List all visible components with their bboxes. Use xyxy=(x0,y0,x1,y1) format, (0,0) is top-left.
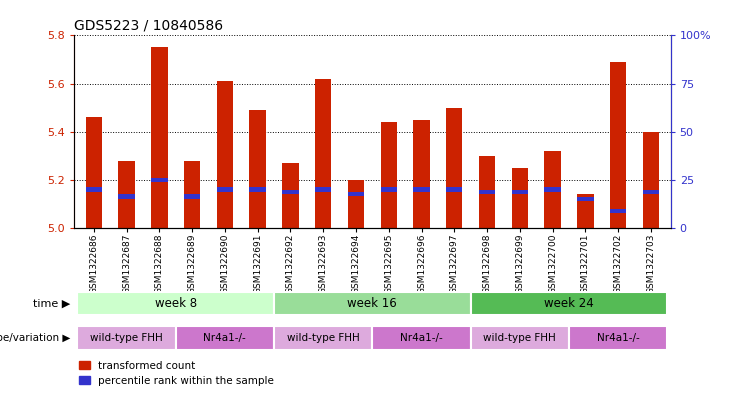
Text: week 16: week 16 xyxy=(348,297,397,310)
Text: week 8: week 8 xyxy=(155,297,197,310)
Bar xyxy=(610,62,626,228)
Bar xyxy=(569,326,668,351)
Bar xyxy=(642,190,659,194)
Bar xyxy=(282,163,299,228)
Text: Nr4a1-/-: Nr4a1-/- xyxy=(204,333,246,343)
Bar xyxy=(545,187,561,192)
Bar xyxy=(151,178,167,182)
Bar xyxy=(413,119,430,228)
Bar xyxy=(77,292,274,315)
Bar xyxy=(479,156,495,228)
Bar xyxy=(381,122,397,228)
Bar xyxy=(348,180,364,228)
Bar xyxy=(282,190,299,194)
Bar xyxy=(511,190,528,194)
Bar xyxy=(315,187,331,192)
Bar xyxy=(413,187,430,192)
Bar xyxy=(274,292,471,315)
Bar xyxy=(250,110,266,228)
Bar xyxy=(85,187,102,192)
Bar xyxy=(577,197,594,201)
Bar xyxy=(119,195,135,199)
Bar xyxy=(446,187,462,192)
Bar xyxy=(642,132,659,228)
Legend: transformed count, percentile rank within the sample: transformed count, percentile rank withi… xyxy=(79,361,274,386)
Text: week 24: week 24 xyxy=(544,297,594,310)
Bar xyxy=(216,81,233,228)
Bar xyxy=(184,160,200,228)
Bar xyxy=(446,108,462,228)
Text: wild-type FHH: wild-type FHH xyxy=(90,333,163,343)
Bar xyxy=(381,187,397,192)
Text: GDS5223 / 10840586: GDS5223 / 10840586 xyxy=(74,19,223,33)
Bar xyxy=(315,79,331,228)
Bar xyxy=(184,195,200,199)
Bar xyxy=(119,160,135,228)
Bar xyxy=(545,151,561,228)
Text: Nr4a1-/-: Nr4a1-/- xyxy=(400,333,443,343)
Bar xyxy=(471,326,569,351)
Bar xyxy=(511,168,528,228)
Bar xyxy=(348,192,364,196)
Bar xyxy=(479,190,495,194)
Bar xyxy=(250,187,266,192)
Bar xyxy=(77,326,176,351)
Text: wild-type FHH: wild-type FHH xyxy=(483,333,556,343)
Text: time ▶: time ▶ xyxy=(33,299,70,309)
Bar xyxy=(151,48,167,228)
Text: Nr4a1-/-: Nr4a1-/- xyxy=(597,333,639,343)
Bar xyxy=(372,326,471,351)
Bar xyxy=(85,117,102,228)
Bar xyxy=(610,209,626,213)
Bar xyxy=(176,326,274,351)
Bar xyxy=(216,187,233,192)
Text: genotype/variation ▶: genotype/variation ▶ xyxy=(0,333,70,343)
Bar xyxy=(577,194,594,228)
Bar xyxy=(274,326,372,351)
Bar xyxy=(471,292,668,315)
Text: wild-type FHH: wild-type FHH xyxy=(287,333,359,343)
